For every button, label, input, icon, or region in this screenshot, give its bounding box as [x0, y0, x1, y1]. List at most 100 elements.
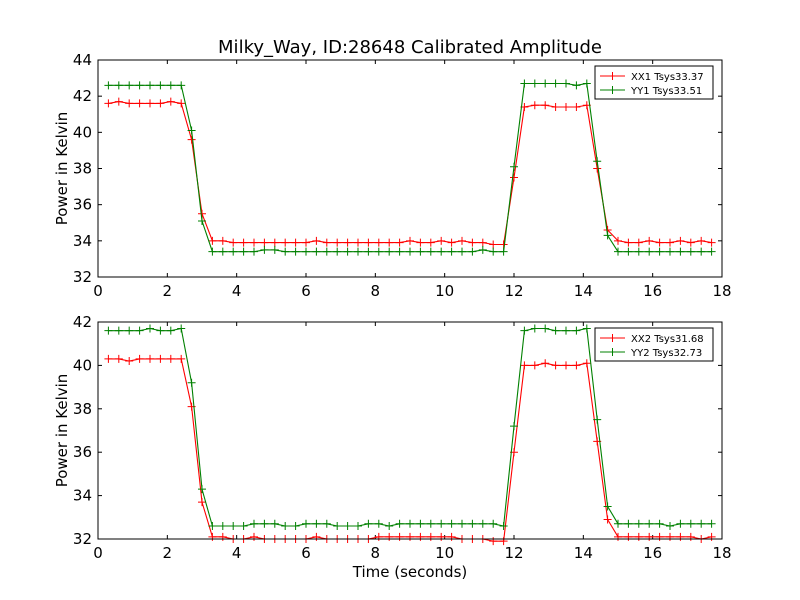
data-point: [478, 238, 487, 247]
data-point: [281, 247, 290, 256]
data-point: [697, 519, 706, 528]
data-point: [343, 247, 352, 256]
plot-frame: [97, 59, 723, 278]
data-point: [645, 236, 654, 245]
data-point: [624, 238, 633, 247]
data-point: [218, 521, 227, 530]
data-point: [260, 238, 269, 247]
data-point: [530, 79, 539, 88]
data-point: [707, 238, 716, 247]
data-point: [354, 521, 362, 530]
data-point: [437, 236, 446, 245]
data-point: [520, 79, 529, 88]
y-tick-label: 42: [73, 87, 92, 105]
data-point: [291, 247, 300, 256]
data-point: [582, 324, 591, 333]
x-tick-label: 14: [574, 544, 593, 562]
data-point: [218, 236, 227, 245]
x-tick-label: 6: [301, 544, 311, 562]
data-point: [385, 238, 394, 247]
chart-title: Milky_Way, ID:28648 Calibrated Amplitude: [218, 37, 602, 58]
legend-marker: [608, 72, 617, 80]
x-tick-label: 16: [643, 544, 662, 562]
data-point: [125, 357, 134, 366]
data-point: [208, 236, 217, 245]
data-point: [676, 236, 685, 245]
data-point: [166, 81, 175, 90]
data-point: [374, 238, 383, 247]
x-axis-label: Time (seconds): [352, 563, 468, 581]
y-axis-label: Power in Kelvin: [53, 374, 71, 488]
data-point: [146, 324, 154, 333]
data-point: [177, 81, 186, 90]
data-point: [562, 103, 570, 112]
data-point: [541, 324, 550, 333]
data-point: [655, 247, 664, 256]
data-point: [114, 97, 123, 106]
x-tick-label: 6: [301, 282, 311, 300]
legend-marker: [608, 334, 617, 342]
data-point: [156, 99, 165, 108]
x-tick-label: 10: [435, 544, 454, 562]
data-point: [239, 521, 248, 530]
data-point: [364, 519, 373, 528]
x-tick-label: 2: [163, 544, 173, 562]
data-point: [666, 247, 674, 256]
data-point: [530, 361, 539, 370]
data-point: [270, 245, 279, 254]
data-point: [510, 162, 518, 171]
data-point: [281, 521, 290, 530]
data-point: [333, 247, 342, 256]
x-tick-label: 8: [371, 544, 381, 562]
data-point: [198, 498, 206, 507]
data-point: [551, 361, 560, 370]
data-point: [562, 361, 570, 370]
data-point: [447, 519, 456, 528]
data-point: [614, 519, 622, 528]
data-point: [686, 519, 695, 528]
x-tick-label: 18: [712, 544, 731, 562]
data-point: [239, 238, 248, 247]
data-point: [333, 238, 342, 247]
data-point: [114, 326, 123, 335]
data-point: [302, 247, 310, 256]
data-point: [156, 81, 165, 90]
data-point: [177, 324, 186, 333]
bottom-panel: 0 2 4 6 8 10 12 14 16 18 32 34 36 38 40 42 Power in Kelv…: [53, 313, 732, 562]
data-point: [572, 81, 581, 90]
data-point: [385, 247, 394, 256]
data-point: [666, 238, 674, 247]
x-tick-label: 10: [435, 282, 454, 300]
y-tick-label: 34: [73, 232, 92, 250]
data-point: [135, 326, 144, 335]
data-point: [250, 519, 258, 528]
data-point: [551, 103, 560, 112]
data-point: [395, 519, 404, 528]
data-point: [551, 326, 560, 335]
data-point: [478, 519, 487, 528]
data-point: [135, 354, 144, 363]
data-point: [312, 236, 321, 245]
data-point: [291, 521, 300, 530]
data-point: [541, 359, 550, 368]
data-point: [530, 324, 539, 333]
data-point: [104, 354, 113, 363]
data-point: [208, 521, 217, 530]
plot-frame: [97, 321, 723, 540]
data-point: [125, 81, 134, 90]
data-point: [624, 519, 633, 528]
data-point: [250, 247, 258, 256]
y-tick-label: 34: [73, 487, 92, 505]
data-point: [645, 247, 654, 256]
y-tick-label: 36: [73, 443, 92, 461]
data-point: [333, 521, 342, 530]
data-point: [229, 247, 238, 256]
legend-label: XX2 Tsys31.68: [631, 334, 704, 345]
data-point: [291, 238, 300, 247]
data-point: [156, 354, 165, 363]
data-point: [208, 247, 217, 256]
data-point: [166, 354, 175, 363]
legend-box: [594, 327, 714, 362]
data-point: [416, 519, 425, 528]
